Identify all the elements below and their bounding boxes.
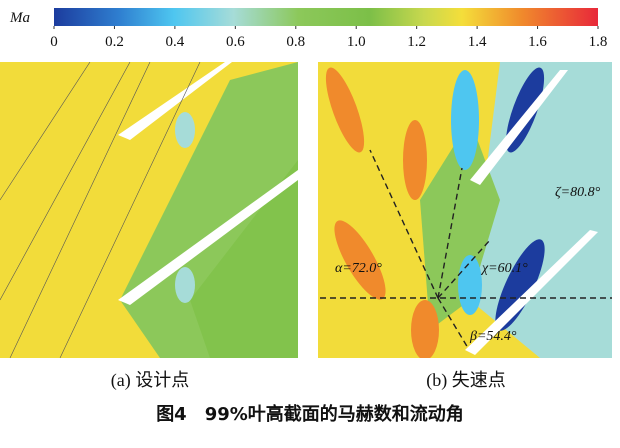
colorbar-tick-label: 1.0: [347, 34, 366, 50]
colorbar-tick-label: 0: [50, 34, 58, 50]
colorbar-tick-label: 1.2: [407, 34, 426, 50]
angle-label: α=72.0°: [335, 261, 382, 276]
angle-label: χ=60.1°: [480, 261, 528, 276]
colorbar-tick-label: 0.2: [105, 34, 124, 50]
colorbar-tick-label: 1.8: [589, 34, 608, 50]
panel-a-contour: [0, 62, 298, 358]
angle-label: β=54.4°: [469, 329, 517, 344]
colorbar-label: Ma: [9, 10, 30, 26]
colorbar-tick-label: 1.6: [528, 34, 547, 50]
colorbar-tick-label: 0.8: [286, 34, 305, 50]
colorbar-tick-label: 1.4: [468, 34, 487, 50]
panel-b-contour: [318, 62, 612, 360]
figure-caption: 图4 99%叶高截面的马赫数和流动角: [156, 403, 464, 425]
colorbar-tick-label: 0.4: [166, 34, 185, 50]
panel-caption: (b) 失速点: [426, 370, 506, 391]
angle-label: ζ=80.8°: [555, 185, 601, 200]
colorbar: [54, 8, 598, 26]
panel-caption: (a) 设计点: [111, 370, 189, 391]
figure: Ma 00.20.40.60.81.01.21.41.61.8 α=72.: [0, 0, 620, 448]
colorbar-tick-label: 0.6: [226, 34, 245, 50]
